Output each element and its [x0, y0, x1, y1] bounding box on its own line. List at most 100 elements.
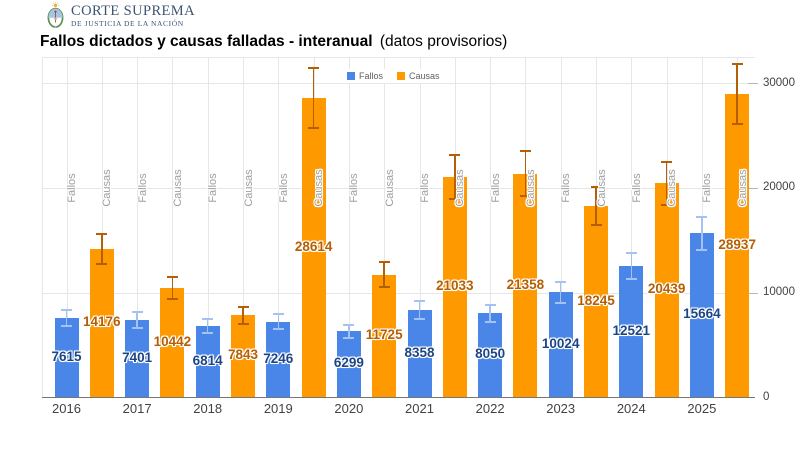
x-axis-year-label: 2018	[193, 401, 223, 416]
column-label: Causas	[242, 168, 255, 207]
logo: CORTE SUPREMA DE JUSTICIA DE LA NACIÓN	[45, 2, 195, 29]
bar-causas-2024[interactable]	[654, 183, 679, 398]
bar-value-label: 28937	[718, 236, 756, 252]
error-bar-cap	[519, 194, 531, 197]
bar-causas-2020[interactable]	[372, 274, 397, 398]
bar-fallos-2023[interactable]	[548, 292, 573, 398]
column-label: Causas	[595, 168, 608, 207]
error-bar-line	[348, 324, 350, 339]
bar-fallos-2020[interactable]	[336, 331, 361, 398]
legend-swatch-fallos	[347, 72, 355, 80]
legend-item-causas: Causas	[397, 71, 440, 81]
bar-value-label: 6299	[333, 355, 364, 371]
error-bar-line	[206, 318, 209, 334]
bar-value-label: 28614	[294, 238, 333, 254]
error-bar-cap	[661, 160, 673, 163]
column-label: Fallos	[66, 172, 78, 203]
vertical-gridline	[243, 57, 244, 398]
x-axis-year-label: 2020	[334, 401, 364, 416]
error-bar-cap	[272, 312, 284, 315]
vertical-gridline	[278, 57, 280, 398]
error-bar-cap	[625, 278, 637, 281]
bar-value-label: 8050	[475, 346, 506, 362]
error-bar-cap	[272, 328, 284, 331]
chart-title: Fallos dictados y causas falladas - inte…	[40, 33, 507, 51]
bar-value-label: 12521	[612, 322, 651, 338]
bar-value-label: 21358	[506, 276, 545, 292]
column-label: Fallos	[630, 172, 643, 203]
error-bar-cap	[343, 337, 355, 340]
x-axis-year-label: 2022	[475, 401, 505, 416]
chart-title-note: (datos provisorios)	[379, 33, 508, 50]
vertical-gridline	[101, 57, 103, 398]
error-bar-cap	[343, 323, 355, 326]
bar-causas-2022[interactable]	[513, 173, 538, 398]
bar-fallos-2019[interactable]	[266, 321, 291, 398]
bar-fallos-2022[interactable]	[478, 313, 503, 398]
error-bar-line	[524, 151, 527, 196]
bar-fallos-2016[interactable]	[54, 317, 79, 398]
error-bar-cap	[308, 66, 320, 69]
bar-value-label: 10024	[541, 335, 580, 351]
y-axis-tick	[748, 187, 758, 189]
error-bar-line	[665, 161, 668, 205]
bar-value-label: 20439	[647, 281, 686, 297]
column-label: Fallos	[277, 172, 290, 203]
column-label: Fallos	[701, 172, 714, 203]
error-bar-cap	[731, 123, 743, 126]
error-bar-cap	[555, 301, 567, 304]
bar-value-label: 6814	[192, 352, 223, 368]
error-bar-cap	[237, 306, 249, 309]
bar-causas-2025[interactable]	[725, 94, 750, 398]
bar-causas-2016[interactable]	[89, 248, 114, 398]
x-axis-year-label: 2021	[405, 401, 434, 416]
bar-causas-2019[interactable]	[301, 97, 326, 398]
vertical-gridline	[384, 57, 386, 398]
error-bar-cap	[590, 186, 602, 189]
error-bar-cap	[202, 332, 214, 335]
error-bar-line	[736, 63, 738, 125]
error-bar-cap	[96, 262, 108, 265]
argentina-coat-of-arms-icon	[47, 2, 64, 28]
error-bar-cap	[696, 248, 708, 251]
x-axis-year-label: 2024	[616, 401, 646, 416]
error-bar-cap	[166, 276, 178, 279]
bar-value-label: 18245	[577, 292, 615, 308]
horizontal-gridline	[42, 57, 755, 58]
column-label: Fallos	[136, 172, 149, 203]
column-label: Fallos	[489, 172, 502, 203]
column-label: Fallos	[207, 172, 220, 203]
column-label: Causas	[736, 168, 749, 207]
error-bar-cap	[414, 317, 425, 320]
y-axis-label: 30000	[763, 76, 795, 89]
column-label: Fallos	[560, 172, 573, 203]
column-label: Fallos	[348, 172, 361, 203]
error-bar-cap	[625, 252, 637, 255]
bar-fallos-2021[interactable]	[407, 309, 432, 398]
error-bar-line	[65, 309, 68, 326]
error-bar-line	[312, 67, 315, 128]
y-axis-label: 20000	[763, 181, 795, 194]
error-bar-cap	[61, 308, 72, 311]
error-bar-line	[630, 253, 633, 280]
bar-causas-2017[interactable]	[160, 288, 185, 398]
bar-causas-2023[interactable]	[584, 206, 608, 398]
bar-fallos-2025[interactable]	[689, 233, 714, 398]
x-axis-year-label: 2023	[546, 401, 576, 416]
bar-value-label: 7843	[227, 347, 259, 363]
bar-fallos-2024[interactable]	[619, 266, 644, 398]
chart-title-main: Fallos dictados y causas falladas - inte…	[40, 33, 373, 50]
bar-causas-2021[interactable]	[442, 177, 467, 398]
logo-org-subtitle: DE JUSTICIA DE LA NACIÓN	[71, 18, 184, 28]
bar-fallos-2018[interactable]	[195, 326, 220, 398]
vertical-gridline	[137, 57, 139, 398]
bar-causas-2018[interactable]	[231, 315, 255, 398]
x-axis-year-label: 2019	[263, 401, 293, 416]
vertical-gridline	[42, 57, 43, 398]
error-bar-cap	[449, 153, 461, 156]
bar-fallos-2017[interactable]	[125, 319, 150, 398]
error-bar-cap	[555, 280, 567, 283]
bar-value-label: 15664	[683, 306, 721, 322]
x-axis-year-label: 2016	[52, 401, 81, 416]
